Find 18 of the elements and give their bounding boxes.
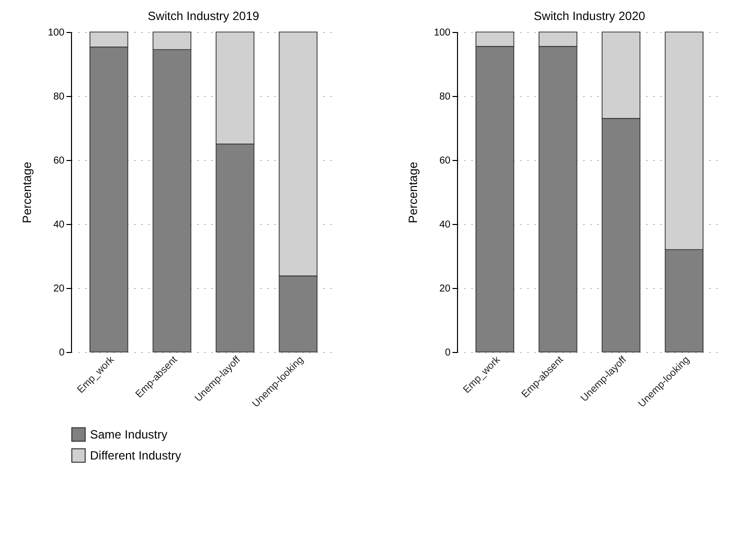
y-tick-label: 0 xyxy=(58,348,65,358)
y-tick-label: 60 xyxy=(53,156,65,166)
y-tick-label: 80 xyxy=(53,92,65,102)
legend-label: Different Industry xyxy=(90,448,182,462)
legend-label: Same Industry xyxy=(90,428,168,442)
y-tick-label: 0 xyxy=(444,348,451,358)
y-tick-label: 60 xyxy=(439,156,451,166)
chart-title: Switch Industry 2019 xyxy=(148,9,260,23)
y-tick-label: 20 xyxy=(53,284,65,294)
y-tick-label: 80 xyxy=(439,92,451,102)
y-tick-label: 100 xyxy=(434,28,451,38)
y-axis-title: Percentage xyxy=(406,161,420,224)
y-axis-title: Percentage xyxy=(20,161,34,224)
y-tick-label: 20 xyxy=(439,284,451,294)
y-tick-label: 100 xyxy=(48,28,65,38)
y-tick-label: 40 xyxy=(439,220,451,230)
chart-title: Switch Industry 2020 xyxy=(534,9,646,23)
y-tick-label: 40 xyxy=(53,220,65,230)
